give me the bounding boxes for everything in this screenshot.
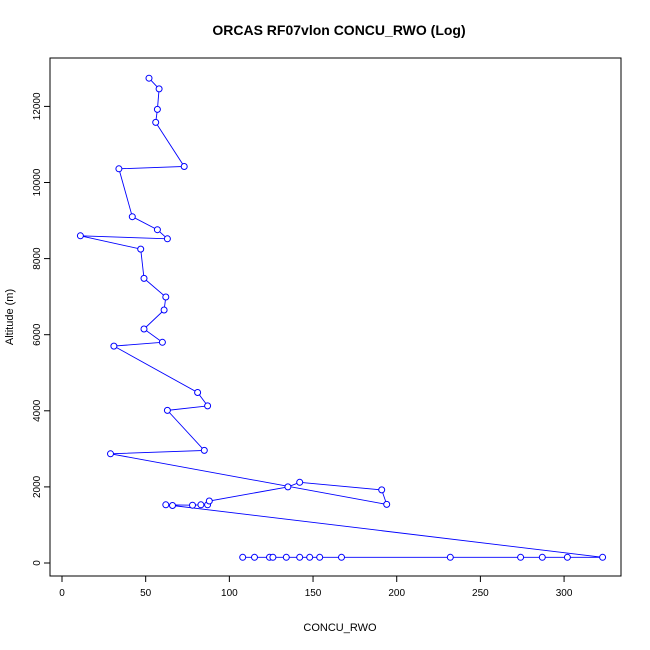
x-tick-label: 200 [388,588,405,599]
data-point [158,338,166,346]
data-point [204,402,212,410]
data-point [197,501,205,509]
data-point [517,553,525,561]
data-point [306,553,314,561]
y-tick-label: 4000 [32,399,43,422]
data-point [296,553,304,561]
x-tick-label: 100 [221,588,238,599]
data-point [137,245,145,253]
data-point [140,274,148,282]
series-points [76,74,607,561]
data-point [338,553,345,561]
data-point [563,553,571,561]
y-axis-label: Altitude (m) [4,289,16,345]
y-tick-label: 6000 [32,323,43,346]
data-point [110,342,118,350]
data-point [378,486,386,494]
data-point [296,478,304,486]
data-point [538,553,546,561]
data-point [76,232,84,240]
data-point [153,226,161,234]
data-point [251,553,258,561]
data-point [282,553,290,561]
series-line [80,77,603,558]
data-point [155,85,163,93]
x-tick-label: 150 [305,588,322,599]
data-point [115,165,123,173]
x-tick-label: 250 [472,588,489,599]
x-tick-label: 0 [59,588,65,599]
data-point [162,501,170,509]
data-point [140,325,148,333]
data-point [194,389,202,396]
data-point [180,163,188,170]
data-point [239,553,247,561]
y-tick-label: 12000 [32,92,43,120]
series-polyline [80,77,603,558]
y-tick-label: 0 [32,560,43,566]
data-point [153,105,161,113]
data-point [169,502,176,509]
data-point [145,74,153,82]
data-point [446,553,454,561]
data-point [599,553,607,561]
y-tick-label: 10000 [32,168,43,196]
y-axis: 0 2000 4000 6000 8000 10000 12000 [32,92,51,566]
y-tick-label: 8000 [32,247,43,270]
x-tick-label: 50 [140,588,152,599]
data-point [160,306,168,314]
data-point [205,497,213,505]
x-axis-label: CONCU_RWO [303,622,377,634]
chart-title: ORCAS RF07vlon CONCU_RWO (Log) [212,22,465,38]
data-point [189,501,196,509]
data-point [269,553,277,561]
x-tick-label: 300 [556,588,573,599]
data-point [152,118,160,126]
data-point [200,446,208,454]
data-point [107,450,114,458]
data-point [163,235,171,243]
data-point [284,483,292,491]
x-axis: 0 50 100 150 200 250 300 [59,575,573,599]
data-point [128,213,136,221]
data-point [383,500,391,508]
data-point [163,406,171,414]
data-point [316,553,324,561]
y-tick-label: 2000 [32,475,43,498]
data-point [162,293,170,301]
plot-frame [49,57,622,577]
